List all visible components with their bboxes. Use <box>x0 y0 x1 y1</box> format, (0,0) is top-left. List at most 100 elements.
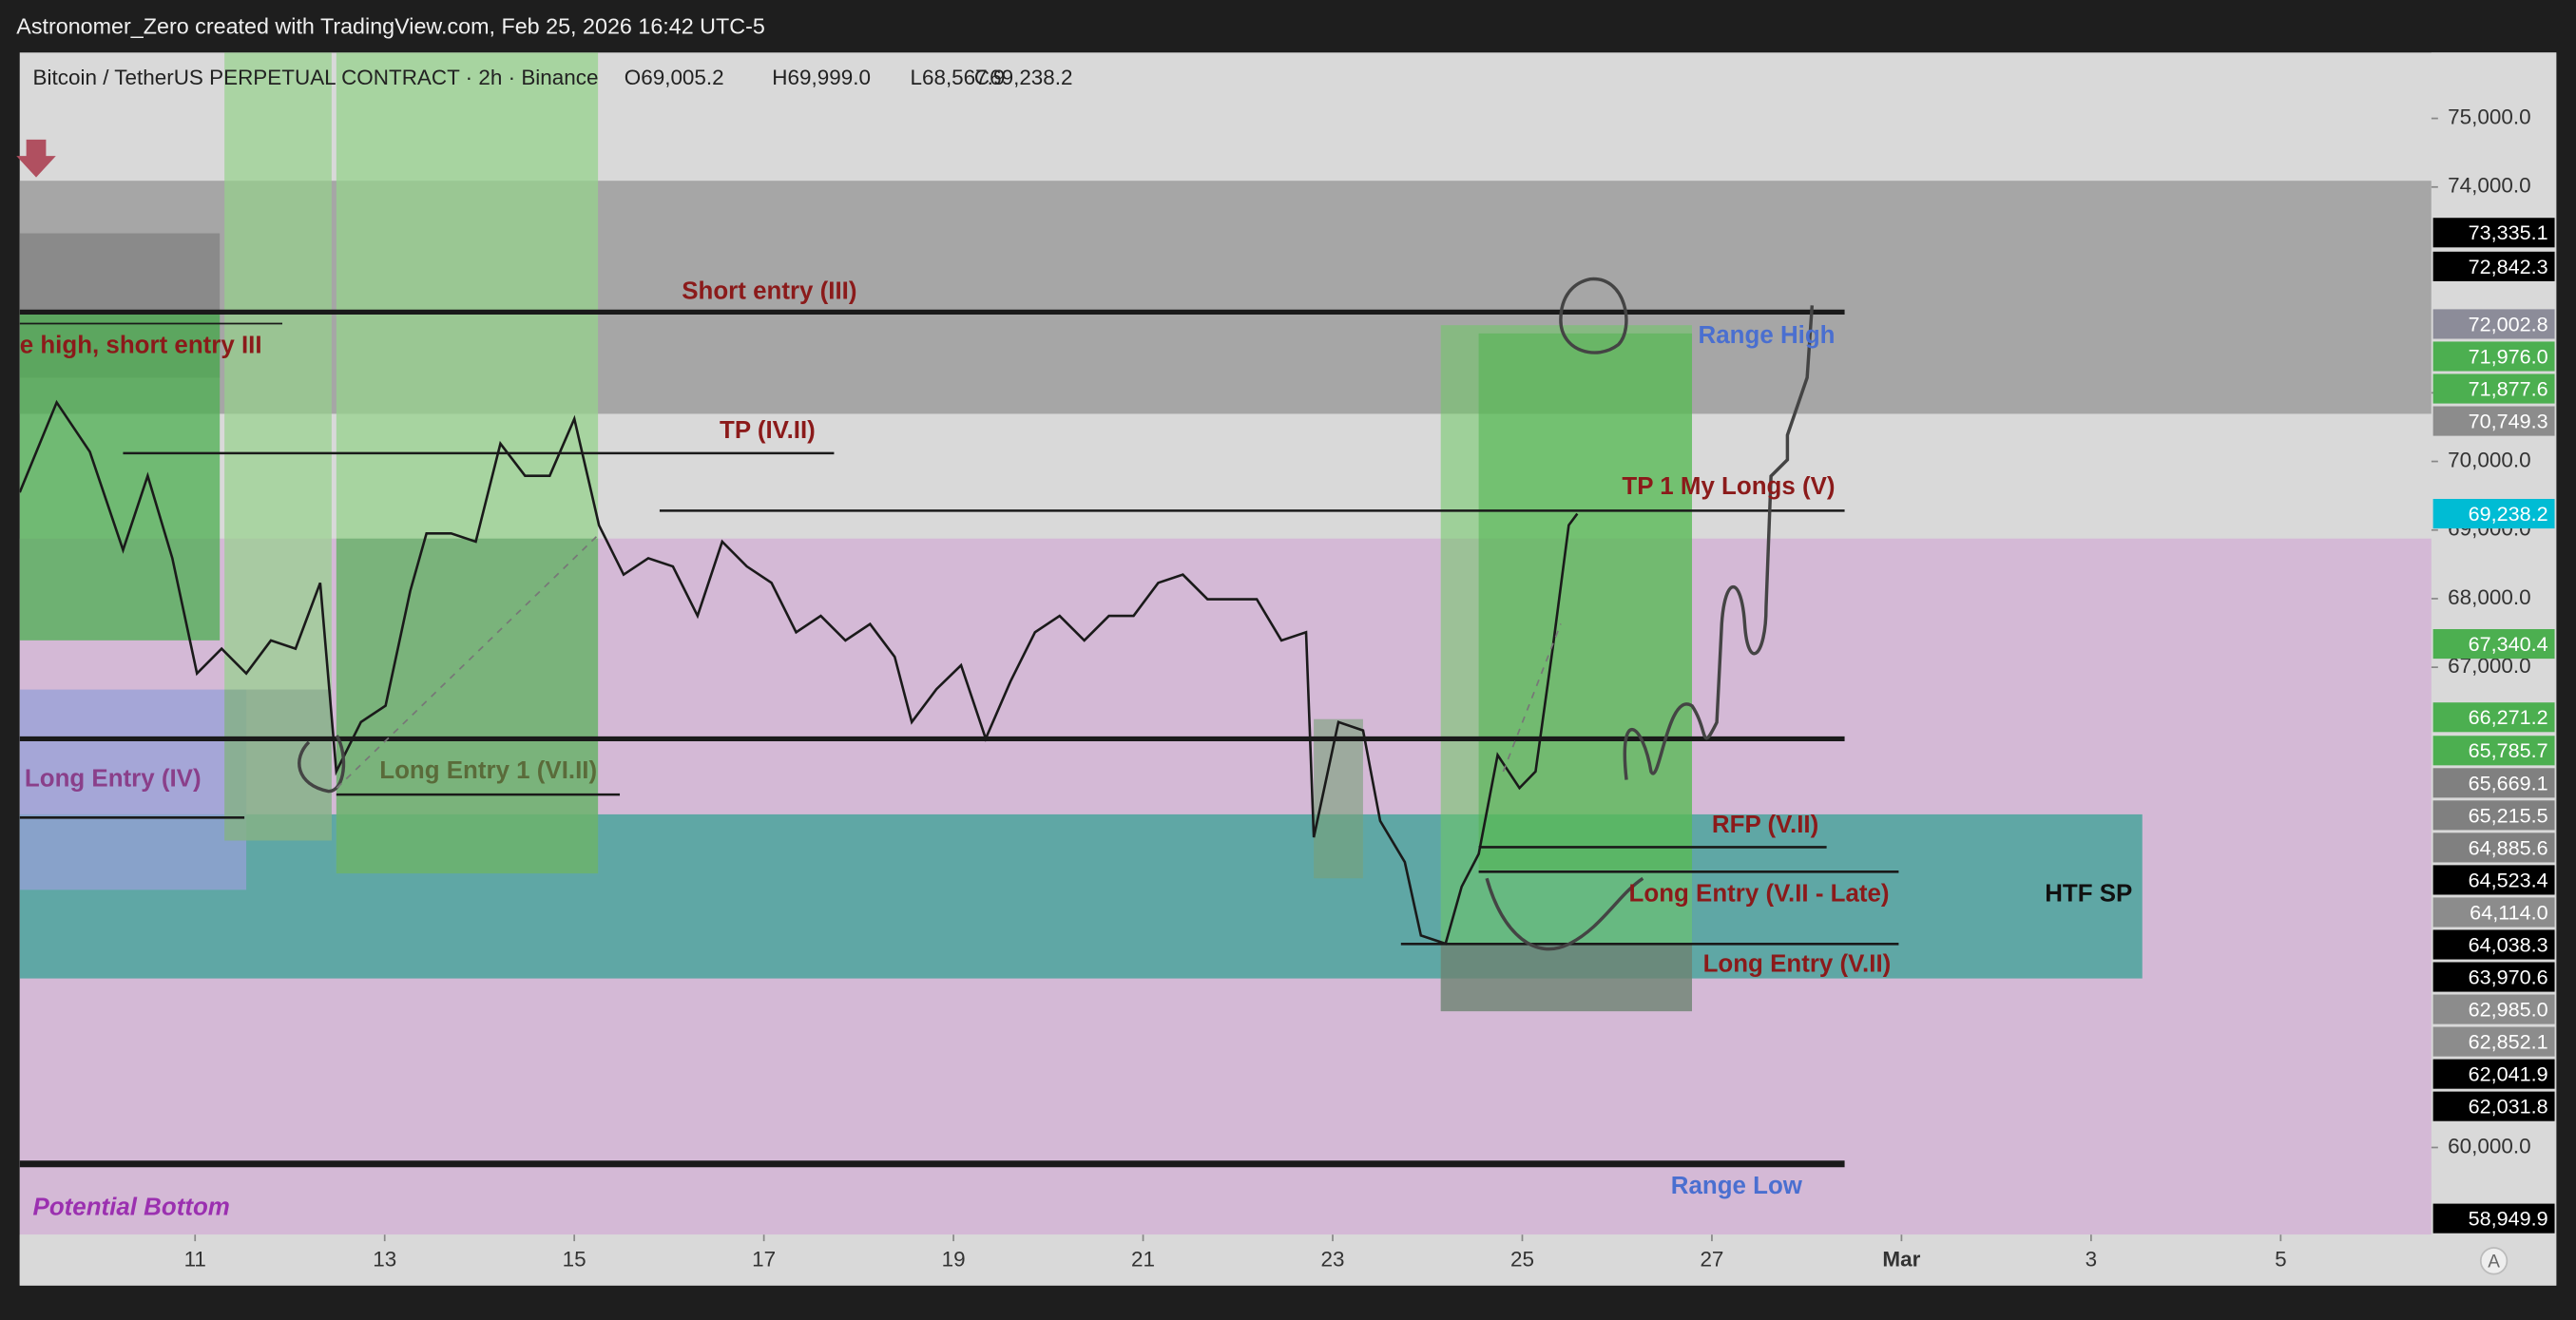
annotation: Long Entry (V.II - Late) <box>1629 880 1890 907</box>
annotation: Range Low <box>1671 1173 1803 1199</box>
annotation: e high, short entry III <box>20 332 262 358</box>
price-tag-label: 70,749.3 <box>2469 410 2548 433</box>
price-tag <box>2432 373 2555 404</box>
header: Astronomer_Zero created with TradingView… <box>16 14 765 39</box>
annotation: TP (IV.II) <box>720 417 816 444</box>
annotation: Long Entry (IV) <box>25 765 202 792</box>
price-tag <box>2432 218 2555 248</box>
annotation: HTF SP <box>2045 880 2132 907</box>
price-tag-label: 66,271.2 <box>2469 705 2548 729</box>
x-tick-label: 27 <box>1700 1248 1723 1272</box>
hand-circle <box>298 735 346 794</box>
price-tag <box>2432 702 2555 733</box>
price-tag-label: 65,785.7 <box>2469 738 2548 762</box>
zone <box>224 52 332 841</box>
y-tick-label: 70,000.0 <box>2448 448 2530 471</box>
y-tick-label: 75,000.0 <box>2448 105 2530 129</box>
price-tag-label: 62,031.8 <box>2469 1095 2548 1119</box>
zone <box>1478 333 1693 870</box>
zones <box>19 52 2432 1235</box>
x-tick-label: 15 <box>563 1248 586 1272</box>
price-tag-label: 64,114.0 <box>2470 900 2547 924</box>
zone <box>19 689 247 890</box>
zone <box>19 312 221 641</box>
projection-path <box>1623 305 1815 780</box>
annotation: Range High <box>1699 322 1836 349</box>
ohlc-value: H69,999.0 <box>772 66 871 89</box>
zone <box>224 689 332 841</box>
ohlc-value: O69,005.2 <box>625 66 724 89</box>
price-tag <box>2432 1026 2555 1057</box>
x-tick-label: 23 <box>1321 1248 1345 1272</box>
price-series <box>19 399 1579 946</box>
price-tag <box>2432 1203 2555 1234</box>
price-tag <box>2432 309 2555 339</box>
annotation: Potential Bottom <box>33 1194 230 1220</box>
annotation: Long Entry 1 (VI.II) <box>379 757 597 784</box>
price-tag-label: 71,877.6 <box>2469 376 2548 400</box>
price-tag-label: 64,038.3 <box>2469 932 2548 956</box>
autoscale-label[interactable]: A <box>2488 1253 2500 1272</box>
price-tag <box>2432 1059 2555 1089</box>
price-tag <box>2432 897 2555 928</box>
zone <box>1440 944 1693 1012</box>
price-tag <box>2432 994 2555 1024</box>
drawings <box>16 139 1815 951</box>
price-tag <box>2432 832 2555 863</box>
x-tick-label: 13 <box>373 1248 396 1272</box>
price-tag-label: 64,885.6 <box>2469 835 2548 859</box>
hand-circle <box>1559 277 1628 354</box>
price-tag-label: 63,970.6 <box>2469 965 2548 988</box>
annotation: Short entry (III) <box>682 277 856 304</box>
axes: 75,000.074,000.071,000.070,000.069,000.0… <box>184 105 2555 1272</box>
price-tag <box>2432 736 2555 766</box>
price-tag-label: 64,523.4 <box>2469 868 2548 891</box>
projection-path <box>1485 876 1644 951</box>
zone <box>336 538 599 874</box>
price-tag <box>2432 800 2555 831</box>
annotation: TP 1 My Longs (V) <box>1622 473 1835 500</box>
y-tick-label: 68,000.0 <box>2448 585 2530 609</box>
ohlc-value: L68,567.9 <box>910 66 1005 89</box>
x-tick-label: 11 <box>184 1248 206 1272</box>
price-tag <box>2432 962 2555 992</box>
x-tick-label: 19 <box>942 1248 966 1272</box>
price-tag <box>2432 499 2555 529</box>
y-tick-label: 60,000.0 <box>2448 1134 2530 1157</box>
price-tag <box>2432 1091 2555 1121</box>
x-tick-label: 25 <box>1510 1248 1534 1272</box>
price-tag <box>2432 929 2555 960</box>
price-tag-label: 62,041.9 <box>2469 1062 2548 1086</box>
dashed-line <box>1502 623 1562 773</box>
price-tag-label: 65,215.5 <box>2469 803 2548 827</box>
price-tag <box>2432 768 2555 798</box>
price-tag-label: 71,976.0 <box>2469 344 2548 368</box>
price-tag-label: 73,335.1 <box>2469 220 2548 244</box>
annotations: Short entry (III) e high, short entry III… <box>20 277 2133 1220</box>
price-tag-label: 62,985.0 <box>2469 997 2548 1021</box>
price-tag-label: 62,852.1 <box>2469 1030 2548 1054</box>
price-line <box>19 399 1579 946</box>
price-tag <box>2432 629 2555 660</box>
price-tag-label: 58,949.9 <box>2469 1207 2548 1231</box>
dashed-line <box>336 532 601 789</box>
x-tick-label: 5 <box>2275 1248 2287 1272</box>
time-axis <box>19 1234 2557 1286</box>
price-tag-label: 67,340.4 <box>2469 632 2548 656</box>
y-tick-label: 74,000.0 <box>2448 174 2530 198</box>
arrow-marker <box>16 139 56 178</box>
ohlc-value: C69,238.2 <box>974 66 1073 89</box>
autoscale-button[interactable] <box>2479 1247 2509 1275</box>
price-tag-label: 65,669.1 <box>2469 771 2548 794</box>
price-tag-label: 72,842.3 <box>2469 255 2548 278</box>
annotation: RFP (V.II) <box>1712 812 1818 838</box>
price-tag-label: 72,002.8 <box>2469 312 2548 335</box>
symbol-legend: Bitcoin / TetherUS PERPETUAL CONTRACT · … <box>33 66 1073 89</box>
x-tick-label: Mar <box>1882 1248 1920 1272</box>
price-tag <box>2432 406 2555 436</box>
price-tag <box>2432 251 2555 281</box>
symbol-name: Bitcoin / TetherUS PERPETUAL CONTRACT · … <box>33 66 599 89</box>
x-tick-label: 17 <box>752 1248 776 1272</box>
